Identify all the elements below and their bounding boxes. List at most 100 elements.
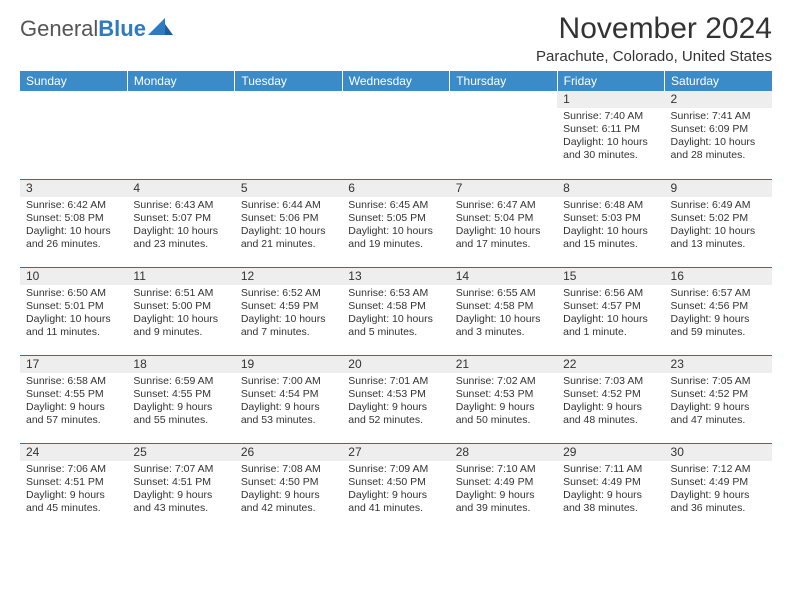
day-cell: 26Sunrise: 7:08 AMSunset: 4:50 PMDayligh… [235,443,342,531]
day-body: Sunrise: 6:58 AMSunset: 4:55 PMDaylight:… [20,373,127,432]
sunset-text: Sunset: 4:58 PM [348,300,443,313]
month-title: November 2024 [536,12,772,46]
day-body: Sunrise: 7:10 AMSunset: 4:49 PMDaylight:… [450,461,557,520]
sunrise-text: Sunrise: 6:56 AM [563,287,658,300]
day-number: 13 [342,268,449,285]
sunrise-text: Sunrise: 7:11 AM [563,463,658,476]
title-block: November 2024 Parachute, Colorado, Unite… [536,12,772,65]
day-number: 23 [665,356,772,373]
sunset-text: Sunset: 4:51 PM [133,476,228,489]
sunset-text: Sunset: 6:09 PM [671,123,766,136]
sunrise-text: Sunrise: 6:43 AM [133,199,228,212]
sunset-text: Sunset: 5:02 PM [671,212,766,225]
day-cell: 11Sunrise: 6:51 AMSunset: 5:00 PMDayligh… [127,267,234,355]
day-body: Sunrise: 6:55 AMSunset: 4:58 PMDaylight:… [450,285,557,344]
day-number: 24 [20,444,127,461]
sunset-text: Sunset: 4:57 PM [563,300,658,313]
day-number: 20 [342,356,449,373]
daylight2-text: and 21 minutes. [241,238,336,251]
day-body: Sunrise: 6:45 AMSunset: 5:05 PMDaylight:… [342,197,449,256]
daylight1-text: Daylight: 10 hours [456,313,551,326]
daylight2-text: and 13 minutes. [671,238,766,251]
daylight2-text: and 23 minutes. [133,238,228,251]
sunrise-text: Sunrise: 6:51 AM [133,287,228,300]
day-cell: 21Sunrise: 7:02 AMSunset: 4:53 PMDayligh… [450,355,557,443]
logo-word2: Blue [98,16,146,41]
day-cell: 3Sunrise: 6:42 AMSunset: 5:08 PMDaylight… [20,179,127,267]
week-row: 1Sunrise: 7:40 AMSunset: 6:11 PMDaylight… [20,91,772,179]
daylight1-text: Daylight: 10 hours [26,225,121,238]
sunset-text: Sunset: 4:52 PM [671,388,766,401]
day-body: Sunrise: 7:12 AMSunset: 4:49 PMDaylight:… [665,461,772,520]
day-number: 19 [235,356,342,373]
daylight2-text: and 1 minute. [563,326,658,339]
daylight1-text: Daylight: 9 hours [671,313,766,326]
sunset-text: Sunset: 4:55 PM [26,388,121,401]
day-cell: 16Sunrise: 6:57 AMSunset: 4:56 PMDayligh… [665,267,772,355]
daylight2-text: and 36 minutes. [671,502,766,515]
daylight2-text: and 38 minutes. [563,502,658,515]
sunrise-text: Sunrise: 7:41 AM [671,110,766,123]
daylight1-text: Daylight: 10 hours [133,313,228,326]
daylight2-text: and 7 minutes. [241,326,336,339]
daylight2-text: and 5 minutes. [348,326,443,339]
week-row: 10Sunrise: 6:50 AMSunset: 5:01 PMDayligh… [20,267,772,355]
day-cell: 25Sunrise: 7:07 AMSunset: 4:51 PMDayligh… [127,443,234,531]
day-cell: 7Sunrise: 6:47 AMSunset: 5:04 PMDaylight… [450,179,557,267]
daylight1-text: Daylight: 10 hours [133,225,228,238]
day-body: Sunrise: 6:43 AMSunset: 5:07 PMDaylight:… [127,197,234,256]
header: GeneralBlue November 2024 Parachute, Col… [20,12,772,65]
daylight2-text: and 52 minutes. [348,414,443,427]
sunrise-text: Sunrise: 7:12 AM [671,463,766,476]
day-cell: 17Sunrise: 6:58 AMSunset: 4:55 PMDayligh… [20,355,127,443]
col-wednesday: Wednesday [342,71,449,91]
day-number [127,91,234,108]
day-number [450,91,557,108]
day-cell: 1Sunrise: 7:40 AMSunset: 6:11 PMDaylight… [557,91,664,179]
calendar-table: Sunday Monday Tuesday Wednesday Thursday… [20,71,772,531]
day-cell: 2Sunrise: 7:41 AMSunset: 6:09 PMDaylight… [665,91,772,179]
sunset-text: Sunset: 4:56 PM [671,300,766,313]
col-sunday: Sunday [20,71,127,91]
sunset-text: Sunset: 4:54 PM [241,388,336,401]
daylight1-text: Daylight: 9 hours [671,401,766,414]
daylight1-text: Daylight: 9 hours [671,489,766,502]
day-body: Sunrise: 7:00 AMSunset: 4:54 PMDaylight:… [235,373,342,432]
day-cell: 28Sunrise: 7:10 AMSunset: 4:49 PMDayligh… [450,443,557,531]
sunrise-text: Sunrise: 7:02 AM [456,375,551,388]
sunrise-text: Sunrise: 6:59 AM [133,375,228,388]
daylight2-text: and 55 minutes. [133,414,228,427]
day-number: 16 [665,268,772,285]
daylight2-text: and 11 minutes. [26,326,121,339]
sunrise-text: Sunrise: 6:58 AM [26,375,121,388]
sunrise-text: Sunrise: 7:08 AM [241,463,336,476]
daylight2-text: and 43 minutes. [133,502,228,515]
daylight2-text: and 47 minutes. [671,414,766,427]
daylight2-text: and 28 minutes. [671,149,766,162]
day-number: 18 [127,356,234,373]
day-body: Sunrise: 7:07 AMSunset: 4:51 PMDaylight:… [127,461,234,520]
sunset-text: Sunset: 5:00 PM [133,300,228,313]
day-body: Sunrise: 6:42 AMSunset: 5:08 PMDaylight:… [20,197,127,256]
day-body: Sunrise: 6:56 AMSunset: 4:57 PMDaylight:… [557,285,664,344]
sunrise-text: Sunrise: 6:55 AM [456,287,551,300]
daylight2-text: and 26 minutes. [26,238,121,251]
col-monday: Monday [127,71,234,91]
sunrise-text: Sunrise: 7:01 AM [348,375,443,388]
day-cell [127,91,234,179]
sunset-text: Sunset: 5:08 PM [26,212,121,225]
col-thursday: Thursday [450,71,557,91]
day-number [342,91,449,108]
day-cell: 23Sunrise: 7:05 AMSunset: 4:52 PMDayligh… [665,355,772,443]
daylight2-text: and 15 minutes. [563,238,658,251]
logo-text: GeneralBlue [20,16,146,42]
daylight1-text: Daylight: 10 hours [563,225,658,238]
day-cell: 15Sunrise: 6:56 AMSunset: 4:57 PMDayligh… [557,267,664,355]
sunset-text: Sunset: 4:55 PM [133,388,228,401]
day-number: 4 [127,180,234,197]
day-body: Sunrise: 7:03 AMSunset: 4:52 PMDaylight:… [557,373,664,432]
day-number: 17 [20,356,127,373]
daylight1-text: Daylight: 9 hours [456,401,551,414]
daylight1-text: Daylight: 9 hours [133,401,228,414]
sunrise-text: Sunrise: 7:03 AM [563,375,658,388]
